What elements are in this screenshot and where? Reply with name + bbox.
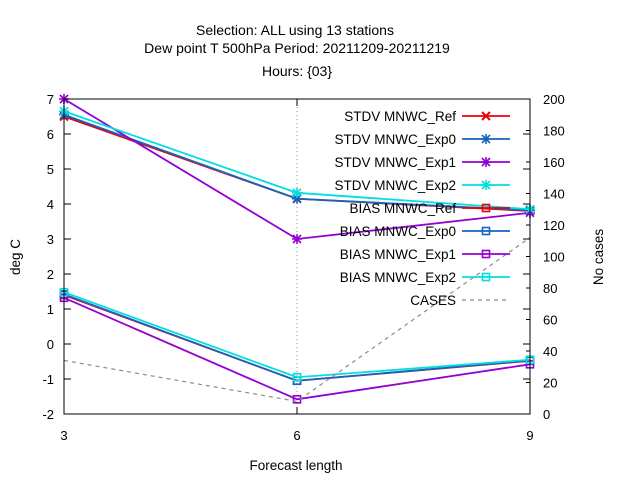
y2-tick-label: 140	[543, 187, 565, 202]
y-tick-label: 4	[47, 197, 54, 212]
series-line	[63, 291, 531, 379]
y-axis-label: deg C	[8, 239, 23, 275]
legend-marker	[481, 180, 491, 190]
data-point	[292, 234, 302, 244]
y-tick-label: -2	[42, 407, 54, 422]
legend-marker	[481, 111, 491, 121]
chart-title-line-2: Dew point T 500hPa Period: 20211209-2021…	[144, 40, 450, 56]
y-tick-label: 1	[47, 302, 54, 317]
y2-tick-label: 200	[543, 92, 565, 107]
legend-entry: BIAS MNWC_Exp0	[340, 224, 510, 239]
y-tick-label: 2	[47, 267, 54, 282]
legend-entry: STDV MNWC_Exp1	[334, 155, 510, 170]
legend-marker	[481, 134, 491, 144]
legend-marker	[481, 226, 491, 236]
axes-layer: -2 -1 0 1 2 3 4 5 6 7 0 20 40 60 80 100 120 140 160 180 200 3…	[42, 92, 564, 443]
y-tick-label: 5	[47, 162, 54, 177]
y2-tick-label: 20	[543, 376, 557, 391]
series-bias-mnwc-ref	[59, 290, 535, 386]
series-cases	[63, 237, 531, 403]
y2-tick-label: 160	[543, 155, 565, 170]
legend-entry: STDV MNWC_Exp2	[334, 178, 510, 193]
data-point	[292, 193, 302, 204]
y2-tick-label: 100	[543, 250, 565, 265]
chart-title-line-1: Selection: ALL using 13 stations	[196, 22, 394, 38]
y-tick-label: 0	[47, 337, 54, 352]
y2-tick-label: 0	[543, 407, 550, 422]
legend-entry: STDV MNWC_Ref	[344, 109, 510, 124]
data-point-shape	[292, 234, 302, 244]
y-tick-label: 6	[47, 127, 54, 142]
x-axis-label: Forecast length	[249, 458, 342, 473]
legend-label: STDV MNWC_Ref	[344, 109, 456, 124]
legend-marker-shape	[481, 249, 491, 259]
legend-marker-shape	[481, 111, 491, 121]
legend-label: CASES	[410, 293, 456, 308]
series-layer	[59, 94, 535, 404]
legend-marker-shape	[481, 203, 491, 213]
y2-tick-label: 40	[543, 344, 557, 359]
y2-tick-label: 80	[543, 281, 557, 296]
data-point-shape	[292, 372, 302, 382]
legend-label: STDV MNWC_Exp0	[334, 132, 456, 147]
legend-marker-shape	[481, 226, 491, 236]
x-tick-label: 3	[60, 428, 67, 443]
y2-tick-label: 60	[543, 313, 557, 328]
data-point	[292, 372, 302, 382]
y2-axis-label: No cases	[591, 229, 606, 286]
legend-marker	[481, 203, 491, 213]
legend-label: BIAS MNWC_Exp2	[340, 270, 456, 285]
legend-entry: BIAS MNWC_Exp2	[340, 270, 510, 285]
legend-marker	[481, 157, 491, 167]
y-tick-label: 3	[47, 232, 54, 247]
y2-tick-label: 120	[543, 218, 565, 233]
x-tick-label: 9	[526, 428, 533, 443]
series-bias-mnwc-exp1	[59, 293, 535, 404]
legend-marker	[481, 272, 491, 282]
legend: STDV MNWC_Ref STDV MNWC_Exp0 STDV MNWC_Exp…	[334, 109, 510, 308]
chart-title-line-3: Hours: {03}	[262, 63, 332, 79]
legend-marker-shape	[481, 272, 491, 282]
legend-label: BIAS MNWC_Exp1	[340, 247, 456, 262]
legend-label: BIAS MNWC_Exp0	[340, 224, 456, 239]
x-tick-label: 6	[293, 428, 300, 443]
legend-entry: BIAS MNWC_Ref	[349, 201, 510, 216]
legend-entry: STDV MNWC_Exp0	[334, 132, 510, 147]
legend-marker	[481, 249, 491, 259]
legend-entry: BIAS MNWC_Exp1	[340, 247, 510, 262]
data-point-shape	[292, 193, 302, 204]
y-tick-label: 7	[47, 92, 54, 107]
legend-label: BIAS MNWC_Ref	[349, 201, 456, 216]
legend-label: STDV MNWC_Exp1	[334, 155, 456, 170]
legend-marker-shape	[481, 180, 491, 190]
y2-tick-label: 180	[543, 124, 565, 139]
series-bias-mnwc-exp0	[59, 289, 535, 386]
legend-entry: CASES	[410, 293, 510, 308]
y-tick-label: -1	[42, 372, 54, 387]
series-line	[63, 296, 531, 401]
data-point-shape	[292, 187, 302, 198]
legend-marker-shape	[481, 134, 491, 144]
series-line	[63, 237, 531, 403]
legend-label: STDV MNWC_Exp2	[334, 178, 456, 193]
data-point	[292, 187, 302, 198]
legend-marker-shape	[481, 157, 491, 167]
